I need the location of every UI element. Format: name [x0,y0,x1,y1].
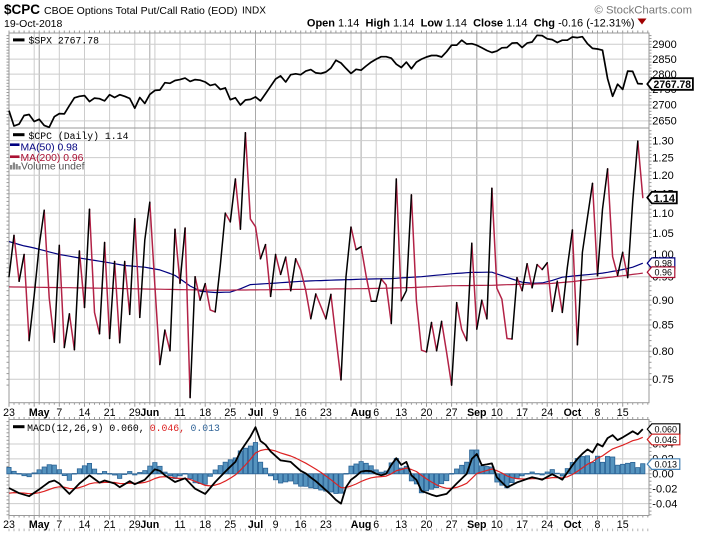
svg-text:23: 23 [320,407,332,419]
svg-text:0.060: 0.060 [655,424,678,434]
svg-text:10: 10 [491,519,503,531]
svg-text:2850: 2850 [652,54,676,66]
svg-text:8: 8 [595,407,601,419]
svg-text:13: 13 [395,407,407,419]
svg-text:27: 27 [446,519,458,531]
svg-text:0.85: 0.85 [652,320,673,332]
svg-text:-0.02: -0.02 [652,483,677,495]
svg-text:© StockCharts.com: © StockCharts.com [595,5,692,17]
svg-text:1.30: 1.30 [652,135,673,147]
svg-text:14: 14 [79,407,91,419]
svg-text:20: 20 [421,519,433,531]
svg-text:1.14: 1.14 [393,18,421,30]
svg-text:0.046,: 0.046, [150,423,185,434]
svg-text:Jun: Jun [140,519,159,531]
svg-text:-0.16 (-12.31%): -0.16 (-12.31%) [558,18,634,30]
svg-text:Volume undef: Volume undef [21,161,85,172]
svg-text:1.10: 1.10 [652,208,673,220]
svg-text:13: 13 [395,519,407,531]
svg-text:9: 9 [273,407,279,419]
svg-text:0.75: 0.75 [652,374,673,386]
svg-text:1.05: 1.05 [652,228,673,240]
svg-text:1.14: 1.14 [338,18,366,30]
svg-text:25: 25 [224,407,236,419]
svg-text:May: May [29,407,50,419]
svg-text:19-Oct-2018: 19-Oct-2018 [4,18,63,30]
svg-text:MACD(12,26,9) 0.060,: MACD(12,26,9) 0.060, [27,423,145,434]
svg-text:27: 27 [446,407,458,419]
svg-text:2650: 2650 [652,116,676,128]
svg-text:29: 29 [129,519,141,531]
svg-text:MA(200) 0.96: MA(200) 0.96 [21,153,84,164]
svg-text:0.013: 0.013 [191,423,221,434]
svg-text:1.14: 1.14 [446,18,474,30]
svg-text:14: 14 [79,519,91,531]
svg-text:6: 6 [373,519,379,531]
svg-text:Sep: Sep [467,407,487,419]
svg-text:2767.78: 2767.78 [654,79,692,91]
svg-text:Jul: Jul [248,519,263,531]
svg-text:Close: Close [473,18,506,30]
svg-text:23: 23 [320,519,332,531]
svg-text:20: 20 [421,407,433,419]
svg-text:Aug: Aug [351,407,372,419]
svg-text:$CPC: $CPC [4,2,40,17]
svg-text:Aug: Aug [351,519,372,531]
svg-text:24: 24 [541,519,553,531]
svg-text:17: 17 [516,519,528,531]
svg-text:23: 23 [3,519,15,531]
svg-text:Jul: Jul [248,407,263,419]
svg-text:CBOE Options Total Put/Call Ra: CBOE Options Total Put/Call Ratio (EOD) [44,5,238,17]
svg-text:15: 15 [617,407,629,419]
svg-text:11: 11 [175,519,186,531]
svg-text:9: 9 [273,519,279,531]
svg-text:May: May [29,519,50,531]
svg-text:0.013: 0.013 [655,459,678,469]
svg-text:Low: Low [421,18,446,30]
svg-text:24: 24 [541,407,553,419]
svg-text:1.14: 1.14 [506,18,534,30]
svg-text:Jun: Jun [140,407,159,419]
svg-text:17: 17 [516,407,528,419]
svg-text:29: 29 [129,407,141,419]
svg-text:18: 18 [199,407,211,419]
svg-text:MA(50) 0.98: MA(50) 0.98 [21,143,78,154]
svg-text:15: 15 [617,519,629,531]
svg-text:$CPC (Daily) 1.14: $CPC (Daily) 1.14 [29,131,129,142]
svg-text:11: 11 [175,407,186,419]
svg-text:2900: 2900 [652,39,676,51]
svg-text:Oct: Oct [564,407,582,419]
svg-text:1.14: 1.14 [654,193,676,205]
svg-text:7: 7 [56,407,62,419]
svg-text:Chg: Chg [534,18,558,30]
svg-text:23: 23 [3,407,15,419]
svg-text:18: 18 [199,519,211,531]
svg-text:16: 16 [295,519,307,531]
svg-text:21: 21 [104,519,116,531]
svg-text:Oct: Oct [564,519,582,531]
svg-text:0.98: 0.98 [655,259,673,269]
svg-text:1.20: 1.20 [652,170,673,182]
svg-text:25: 25 [224,519,236,531]
svg-text:16: 16 [295,407,307,419]
svg-text:0.90: 0.90 [652,295,673,307]
svg-text:7: 7 [56,519,62,531]
svg-text:21: 21 [104,407,116,419]
svg-text:10: 10 [491,407,503,419]
svg-text:0.046: 0.046 [655,435,678,445]
svg-text:2700: 2700 [652,100,676,112]
svg-text:High: High [366,18,394,30]
svg-text:Sep: Sep [467,519,487,531]
svg-text:1.25: 1.25 [652,152,673,164]
svg-text:$SPX 2767.78: $SPX 2767.78 [29,36,100,47]
svg-text:8: 8 [595,519,601,531]
svg-text:0.80: 0.80 [652,346,673,358]
svg-text:0.96: 0.96 [655,268,673,278]
svg-text:Open: Open [307,18,338,30]
svg-text:INDX: INDX [242,6,266,17]
svg-text:0.00: 0.00 [652,469,673,481]
svg-text:-0.04: -0.04 [652,498,677,510]
svg-text:6: 6 [373,407,379,419]
